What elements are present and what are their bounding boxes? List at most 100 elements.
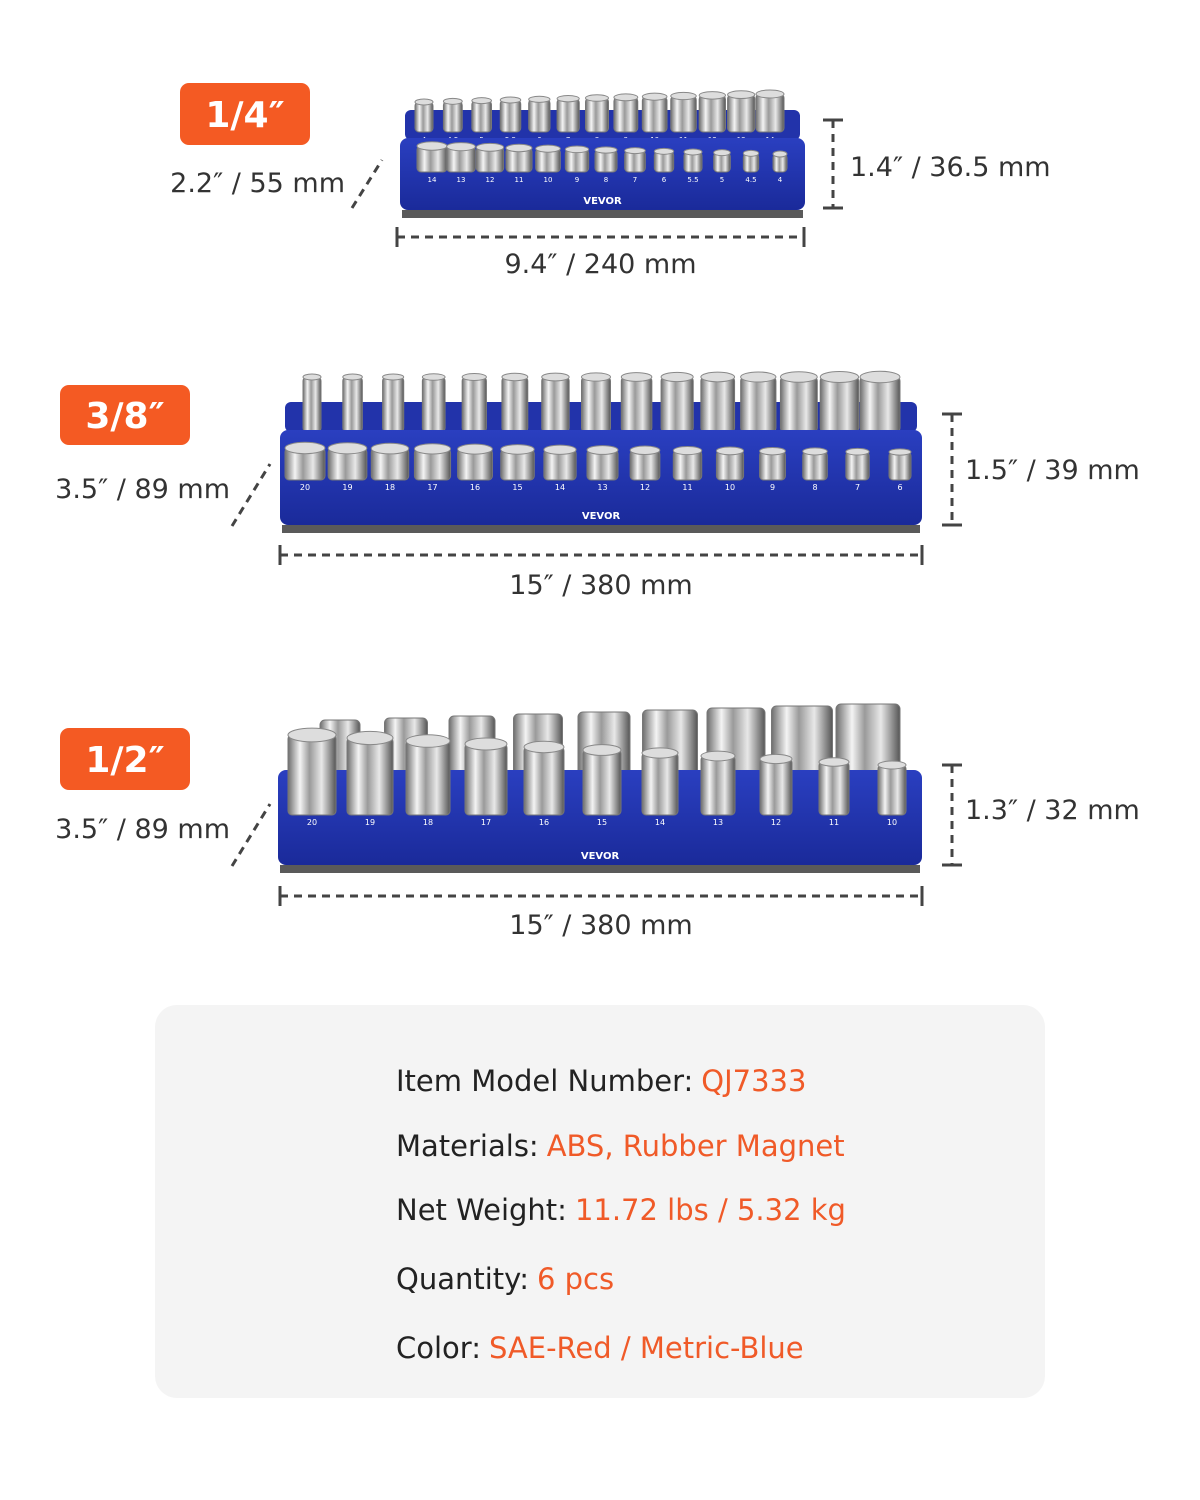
socket [888, 451, 912, 481]
socket [613, 96, 639, 133]
depth-line [230, 803, 272, 867]
socket [641, 752, 679, 816]
depth-line [350, 159, 384, 209]
socket-top [683, 148, 703, 156]
socket-size: 13 [713, 818, 723, 827]
socket [346, 737, 394, 816]
socket-top [421, 373, 446, 381]
socket-size: 13 [597, 483, 607, 492]
socket-top [475, 142, 505, 152]
socket-size: 5 [720, 176, 724, 184]
depth-label: 3.5″ / 89 mm [55, 814, 230, 845]
size-badge-label: 1/4″ [205, 95, 284, 136]
socket-size: 14 [428, 176, 437, 184]
socket-top [370, 442, 410, 455]
socket-top [442, 97, 463, 105]
socket-top [759, 753, 793, 765]
socket-top [859, 370, 901, 384]
socket-top [727, 90, 756, 100]
socket-size: 15 [512, 483, 522, 492]
socket-size: 13 [457, 176, 466, 184]
socket [541, 376, 570, 433]
socket-size: 5.5 [687, 176, 698, 184]
socket-top [779, 371, 818, 383]
socket [581, 376, 611, 433]
socket-size: 15 [597, 818, 607, 827]
depth-line [230, 463, 272, 527]
socket [405, 740, 451, 816]
socket [556, 98, 580, 133]
socket-size: 6 [662, 176, 667, 184]
socket-size: 6 [897, 483, 902, 492]
socket-size: 18 [385, 483, 395, 492]
socket [779, 376, 818, 433]
socket-top [742, 149, 760, 157]
socket-size: 8 [604, 176, 608, 184]
socket-size: 17 [427, 483, 437, 492]
socket-size: 9 [575, 176, 579, 184]
socket-top [888, 448, 912, 456]
socket-top [382, 373, 405, 381]
socket [523, 746, 565, 816]
socket-top [660, 371, 694, 383]
spec-panel [155, 1005, 1045, 1398]
socket-size: 10 [887, 818, 897, 827]
socket-top [523, 740, 565, 754]
spec-value: QJ7333 [701, 1064, 807, 1098]
socket-top [653, 147, 675, 155]
spec-label: Quantity: [396, 1262, 529, 1296]
socket [414, 101, 434, 133]
socket [700, 755, 736, 816]
socket-top [461, 373, 487, 381]
socket-top [499, 96, 522, 104]
size-badge-label: 1/2″ [85, 740, 164, 781]
socket [740, 376, 777, 433]
socket-top [700, 750, 736, 762]
socket-size: 10 [544, 176, 553, 184]
socket-top [446, 142, 476, 152]
socket-top [457, 443, 493, 455]
socket-top [413, 443, 452, 455]
socket-top [464, 737, 508, 751]
socket [877, 764, 907, 816]
magnet-base [402, 210, 803, 218]
socket-size: 12 [771, 818, 781, 827]
socket-size: 19 [342, 483, 352, 492]
socket-top [624, 147, 646, 155]
socket-top [586, 445, 619, 455]
socket [759, 758, 793, 816]
socket-size: 7 [633, 176, 637, 184]
socket-size: 12 [640, 483, 650, 492]
spec-row: Item Model Number: QJ7333 [396, 1064, 806, 1098]
socket-top [802, 447, 828, 456]
socket [471, 100, 493, 133]
socket-top [620, 372, 653, 382]
spec-value: ABS, Rubber Magnet [546, 1129, 845, 1163]
height-label: 1.4″ / 36.5 mm [850, 152, 1051, 183]
socket-top [501, 372, 529, 382]
size-badge [180, 83, 310, 145]
socket-top [541, 372, 570, 382]
socket-top [416, 141, 448, 151]
socket-top [342, 373, 363, 381]
socket [759, 450, 786, 481]
socket [660, 376, 694, 433]
socket-top [698, 91, 726, 100]
socket-size: 17 [481, 818, 491, 827]
socket-top [759, 446, 786, 456]
socket [528, 98, 551, 133]
socket-top [713, 149, 731, 157]
socket-size: 11 [829, 818, 839, 827]
socket-top [414, 98, 434, 106]
spec-row: Quantity: 6 pcs [396, 1262, 614, 1296]
socket-top [405, 734, 451, 748]
socket-top [543, 444, 577, 455]
socket-size: 11 [515, 176, 524, 184]
socket-size: 9 [770, 483, 775, 492]
socket [670, 95, 697, 133]
socket-top [755, 89, 785, 99]
socket-top [641, 92, 668, 101]
brand: VEVOR [581, 851, 620, 862]
socket [461, 376, 487, 433]
socket [698, 94, 727, 133]
